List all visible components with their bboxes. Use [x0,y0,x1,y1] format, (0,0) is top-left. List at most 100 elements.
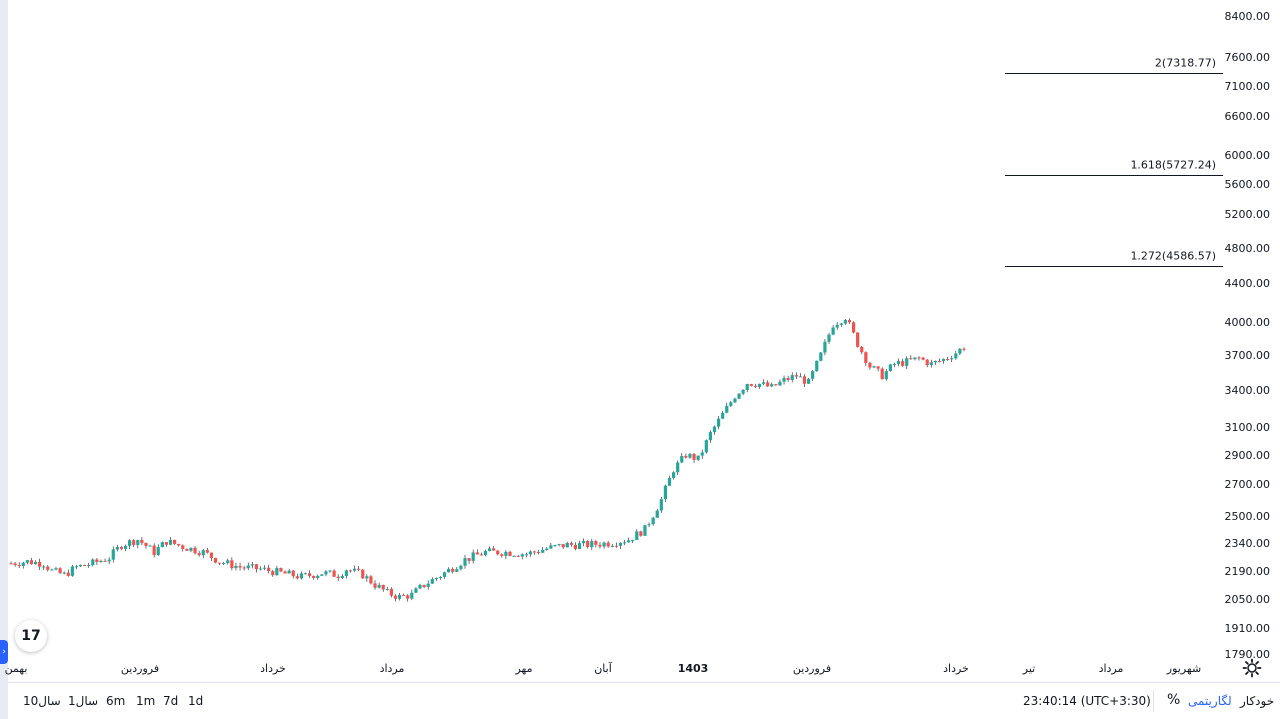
candle-down [140,540,144,543]
candle-up [234,566,238,569]
y-tick-label: 6000.00 [1225,149,1271,162]
tradingview-logo[interactable]: 17 [15,620,47,652]
candle-down [9,563,13,565]
candle-up [320,574,324,576]
candle-down [802,376,807,384]
candle-down [606,542,610,547]
y-tick-label: 7600.00 [1225,51,1271,64]
candle-up [344,570,348,576]
candle-up [545,548,549,550]
range-6m-button[interactable]: 6m [106,694,126,708]
candle-up [590,541,594,548]
candle-down [508,551,512,556]
candle-up [447,568,451,573]
candle-up [442,572,447,577]
candle-up [827,334,831,342]
candle-up [716,418,721,427]
candle-down [283,571,287,574]
candle-down [103,560,107,562]
candle-up [287,570,291,574]
x-tick-label: تیر [1022,662,1035,675]
y-tick-label: 8400.00 [1225,10,1271,23]
range-7d-button[interactable]: 7d [163,694,179,708]
candle-up [148,545,152,547]
candle-up [156,547,160,556]
log-scale-button[interactable]: لگاریتمی [1188,694,1232,708]
x-tick-label: خرداد [260,662,286,675]
candle-down [132,540,136,545]
candle-down [847,320,852,323]
candle-down [348,570,353,572]
auto-scale-button[interactable]: خودکار [1240,694,1275,708]
candle-down [868,363,872,368]
candle-up [811,371,815,379]
candle-down [925,359,929,366]
candle-up [823,341,827,353]
expand-panel-icon[interactable]: › [0,640,8,664]
candle-up [643,525,647,536]
price-chart[interactable]: 2(7318.77) 1.618(5727.24) 1.272(4586.57) 8… [0,0,1280,682]
candle-up [733,398,737,403]
candle-down [909,358,913,360]
candle-up [941,358,946,361]
candle-down [361,569,365,579]
candle-down [786,377,790,381]
x-tick-label: مهر [514,662,532,675]
candle-up [377,585,381,588]
candle-up [340,575,344,579]
settings-gear-icon[interactable] [1242,658,1262,678]
range-1m-button[interactable]: 1m [136,694,156,708]
candle-down [594,541,598,545]
candle-up [107,559,111,562]
range-10y-button[interactable]: 10سال [23,694,61,708]
x-tick-label: 1403 [678,662,709,675]
candle-up [316,575,320,579]
candle-down [38,561,42,567]
clock-timezone[interactable]: 23:40:14 (UTC+3:30) [1023,694,1151,708]
candle-up [631,539,635,541]
candle-down [83,564,87,566]
candle-up [528,551,533,555]
candle-down [864,352,868,364]
candle-down [774,384,778,386]
candle-up [483,551,488,556]
y-tick-label: 3700.00 [1225,349,1271,362]
candle-down [119,547,124,549]
candle-down [213,557,218,563]
candle-up [892,363,897,365]
candle-up [815,360,819,372]
y-tick-label: 3400.00 [1225,384,1271,397]
candle-up [676,462,680,473]
candle-up [226,560,230,564]
candle-up [471,552,475,561]
candle-down [516,555,520,557]
candle-up [352,568,357,571]
candle-down [17,565,21,567]
candle-up [549,545,553,549]
candle-down [937,360,942,362]
candle-down [860,346,864,353]
candle-down [921,357,925,360]
candle-up [438,576,443,578]
candle-up [839,323,843,325]
candle-up [696,455,700,460]
range-1d-button[interactable]: 1d [188,694,204,708]
candle-down [13,563,17,566]
candle-down [479,554,483,556]
candle-up [414,588,418,593]
candle-up [487,548,492,552]
candle-down [197,553,201,556]
candle-up [512,555,516,557]
range-1y-button[interactable]: 1سال [68,694,99,708]
candle-up [87,565,91,567]
candle-up [123,545,128,549]
candle-down [451,568,455,572]
candle-up [672,472,676,478]
candle-down [238,566,242,568]
candle-up [888,364,892,372]
y-tick-label: 1910.00 [1225,622,1271,635]
candle-down [173,539,177,544]
candle-down [962,348,966,350]
candle-up [708,432,713,441]
percent-scale-button[interactable]: % [1167,692,1181,708]
